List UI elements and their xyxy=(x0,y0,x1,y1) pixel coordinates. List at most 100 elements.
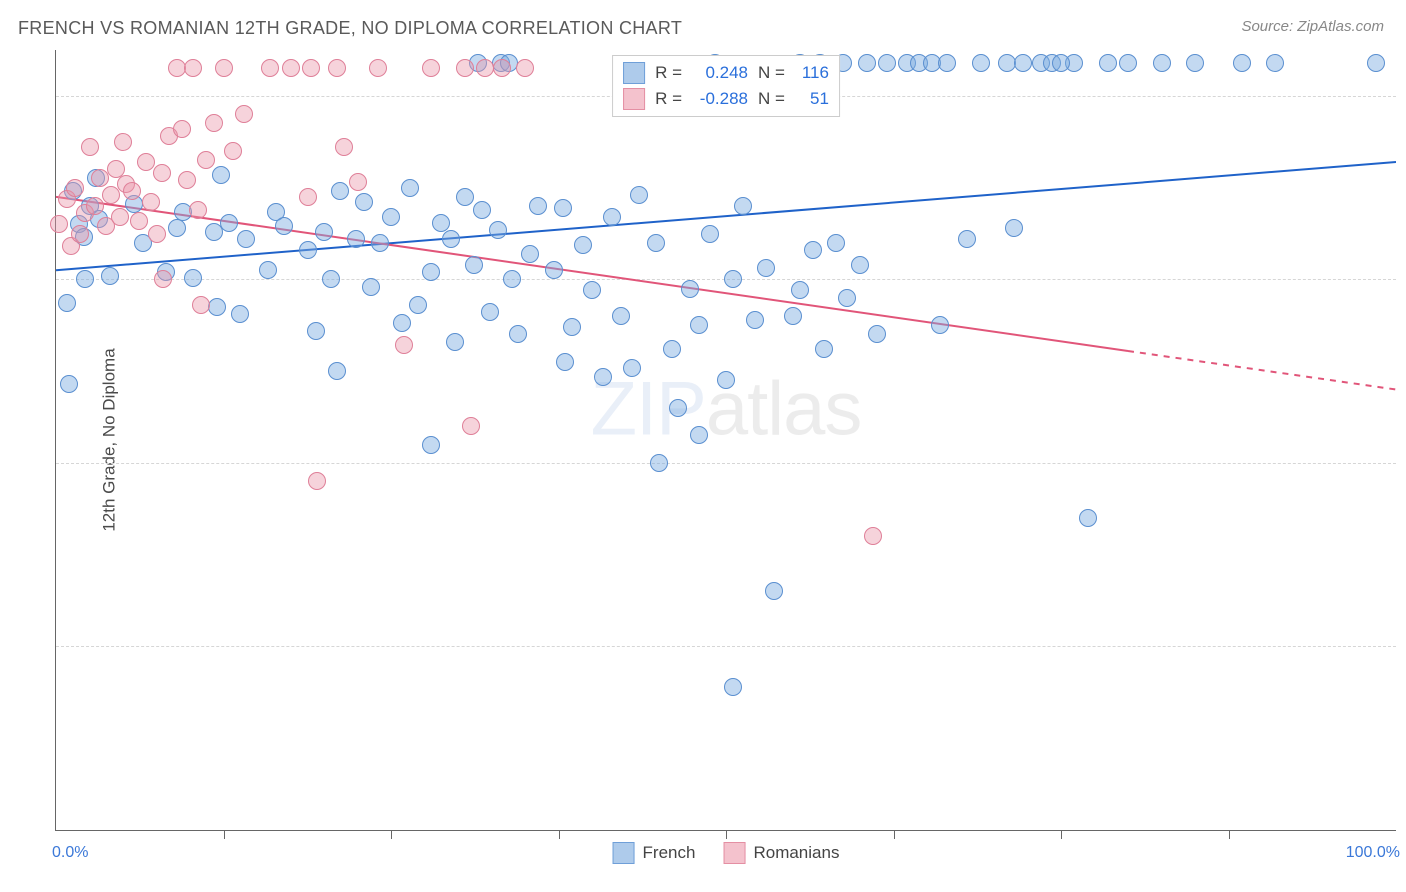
data-point xyxy=(563,318,581,336)
data-point xyxy=(878,54,896,72)
data-point xyxy=(864,527,882,545)
data-point xyxy=(1052,54,1070,72)
data-point xyxy=(594,368,612,386)
data-point xyxy=(299,188,317,206)
data-point xyxy=(197,151,215,169)
data-point xyxy=(516,59,534,77)
data-point xyxy=(275,217,293,235)
x-tick xyxy=(224,830,225,839)
data-point xyxy=(701,225,719,243)
x-tick xyxy=(894,830,895,839)
data-point xyxy=(355,193,373,211)
data-point xyxy=(66,179,84,197)
data-point xyxy=(111,208,129,226)
data-point xyxy=(765,582,783,600)
data-point xyxy=(630,186,648,204)
data-point xyxy=(60,375,78,393)
data-point xyxy=(724,270,742,288)
data-point xyxy=(612,307,630,325)
data-point xyxy=(261,59,279,77)
data-point xyxy=(1266,54,1284,72)
data-point xyxy=(473,201,491,219)
data-point xyxy=(724,678,742,696)
data-point xyxy=(1153,54,1171,72)
data-point xyxy=(938,54,956,72)
data-point xyxy=(299,241,317,259)
n-value: 51 xyxy=(795,89,829,109)
data-point xyxy=(237,230,255,248)
data-point xyxy=(838,289,856,307)
data-point xyxy=(86,197,104,215)
data-point xyxy=(142,193,160,211)
data-point xyxy=(827,234,845,252)
data-point xyxy=(509,325,527,343)
data-point xyxy=(91,169,109,187)
data-point xyxy=(784,307,802,325)
stats-row: R =0.248N =116 xyxy=(619,60,833,86)
legend-item: Romanians xyxy=(723,842,839,864)
data-point xyxy=(212,166,230,184)
legend-label: Romanians xyxy=(753,843,839,863)
data-point xyxy=(123,182,141,200)
data-point xyxy=(574,236,592,254)
data-point xyxy=(529,197,547,215)
data-point xyxy=(231,305,249,323)
n-label: N = xyxy=(758,89,785,109)
data-point xyxy=(422,436,440,454)
data-point xyxy=(521,245,539,263)
data-point xyxy=(476,59,494,77)
data-point xyxy=(422,263,440,281)
data-point xyxy=(184,269,202,287)
data-point xyxy=(371,234,389,252)
data-point xyxy=(858,54,876,72)
data-point xyxy=(623,359,641,377)
data-point xyxy=(442,230,460,248)
data-point xyxy=(58,294,76,312)
data-point xyxy=(1005,219,1023,237)
data-point xyxy=(205,114,223,132)
data-point xyxy=(395,336,413,354)
trendline xyxy=(56,162,1396,270)
data-point xyxy=(465,256,483,274)
data-point xyxy=(681,280,699,298)
data-point xyxy=(556,353,574,371)
data-point xyxy=(690,426,708,444)
x-axis-min-label: 0.0% xyxy=(52,844,88,862)
data-point xyxy=(1367,54,1385,72)
x-tick xyxy=(1229,830,1230,839)
y-tick-label: 90.0% xyxy=(1398,270,1406,288)
data-point xyxy=(791,281,809,299)
data-point xyxy=(554,199,572,217)
data-point xyxy=(215,59,233,77)
r-value: -0.288 xyxy=(692,89,748,109)
data-point xyxy=(757,259,775,277)
data-point xyxy=(220,214,238,232)
data-point xyxy=(432,214,450,232)
data-point xyxy=(189,201,207,219)
data-point xyxy=(401,179,419,197)
r-label: R = xyxy=(655,63,682,83)
data-point xyxy=(717,371,735,389)
data-point xyxy=(302,59,320,77)
gridline xyxy=(56,463,1396,464)
data-point xyxy=(331,182,349,200)
data-point xyxy=(101,267,119,285)
data-point xyxy=(328,362,346,380)
stats-row: R =-0.288N =51 xyxy=(619,86,833,112)
data-point xyxy=(235,105,253,123)
data-point xyxy=(76,270,94,288)
data-point xyxy=(409,296,427,314)
data-point xyxy=(347,230,365,248)
data-point xyxy=(1079,509,1097,527)
data-point xyxy=(545,261,563,279)
data-point xyxy=(647,234,665,252)
data-point xyxy=(137,153,155,171)
x-tick xyxy=(726,830,727,839)
data-point xyxy=(50,215,68,233)
data-point xyxy=(335,138,353,156)
data-point xyxy=(690,316,708,334)
data-point xyxy=(669,399,687,417)
data-point xyxy=(958,230,976,248)
data-point xyxy=(931,316,949,334)
x-tick xyxy=(559,830,560,839)
